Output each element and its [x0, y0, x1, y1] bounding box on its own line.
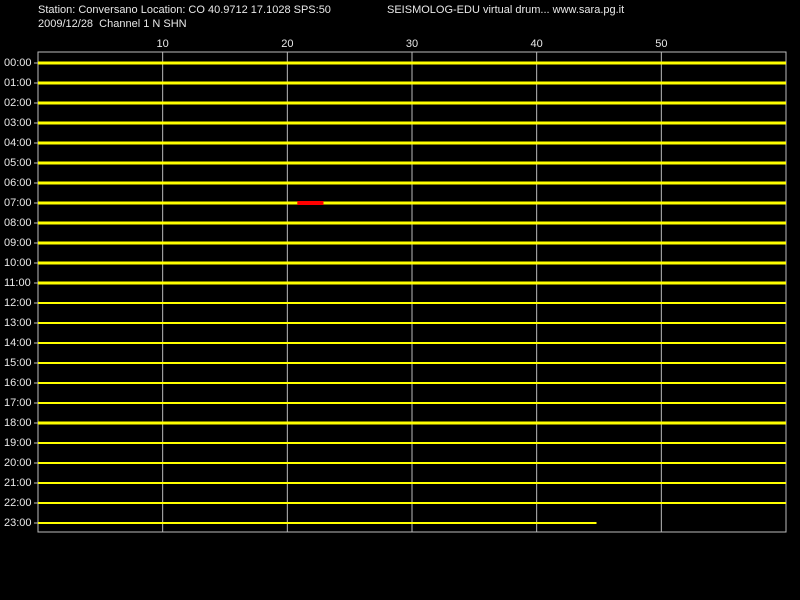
row-label: 22:00 — [4, 497, 32, 509]
x-tick-label: 40 — [531, 38, 543, 50]
row-label: 23:00 — [4, 517, 32, 529]
row-label: 09:00 — [4, 237, 32, 249]
row-label: 19:00 — [4, 437, 32, 449]
row-label: 16:00 — [4, 377, 32, 389]
x-tick-label: 30 — [406, 38, 418, 50]
date-channel: 2009/12/28 Channel 1 N SHN — [38, 18, 187, 30]
row-label: 04:00 — [4, 137, 32, 149]
row-label: 12:00 — [4, 297, 32, 309]
row-label: 06:00 — [4, 177, 32, 189]
row-label: 00:00 — [4, 57, 32, 69]
row-label: 14:00 — [4, 337, 32, 349]
row-label: 10:00 — [4, 257, 32, 269]
row-label: 07:00 — [4, 197, 32, 209]
row-label: 21:00 — [4, 477, 32, 489]
station-info: Station: Conversano Location: CO 40.9712… — [38, 4, 331, 16]
row-label: 05:00 — [4, 157, 32, 169]
row-label: 15:00 — [4, 357, 32, 369]
x-tick-label: 20 — [281, 38, 293, 50]
row-label: 13:00 — [4, 317, 32, 329]
row-label: 01:00 — [4, 77, 32, 89]
row-label: 17:00 — [4, 397, 32, 409]
row-label: 03:00 — [4, 117, 32, 129]
row-label: 11:00 — [4, 277, 31, 289]
row-label: 02:00 — [4, 97, 32, 109]
x-tick-label: 50 — [655, 38, 667, 50]
x-tick-label: 10 — [157, 38, 169, 50]
row-label: 20:00 — [4, 457, 32, 469]
row-label: 18:00 — [4, 417, 32, 429]
display-title: SEISMOLOG-EDU virtual drum... www.sara.p… — [387, 4, 624, 16]
row-label: 08:00 — [4, 217, 32, 229]
